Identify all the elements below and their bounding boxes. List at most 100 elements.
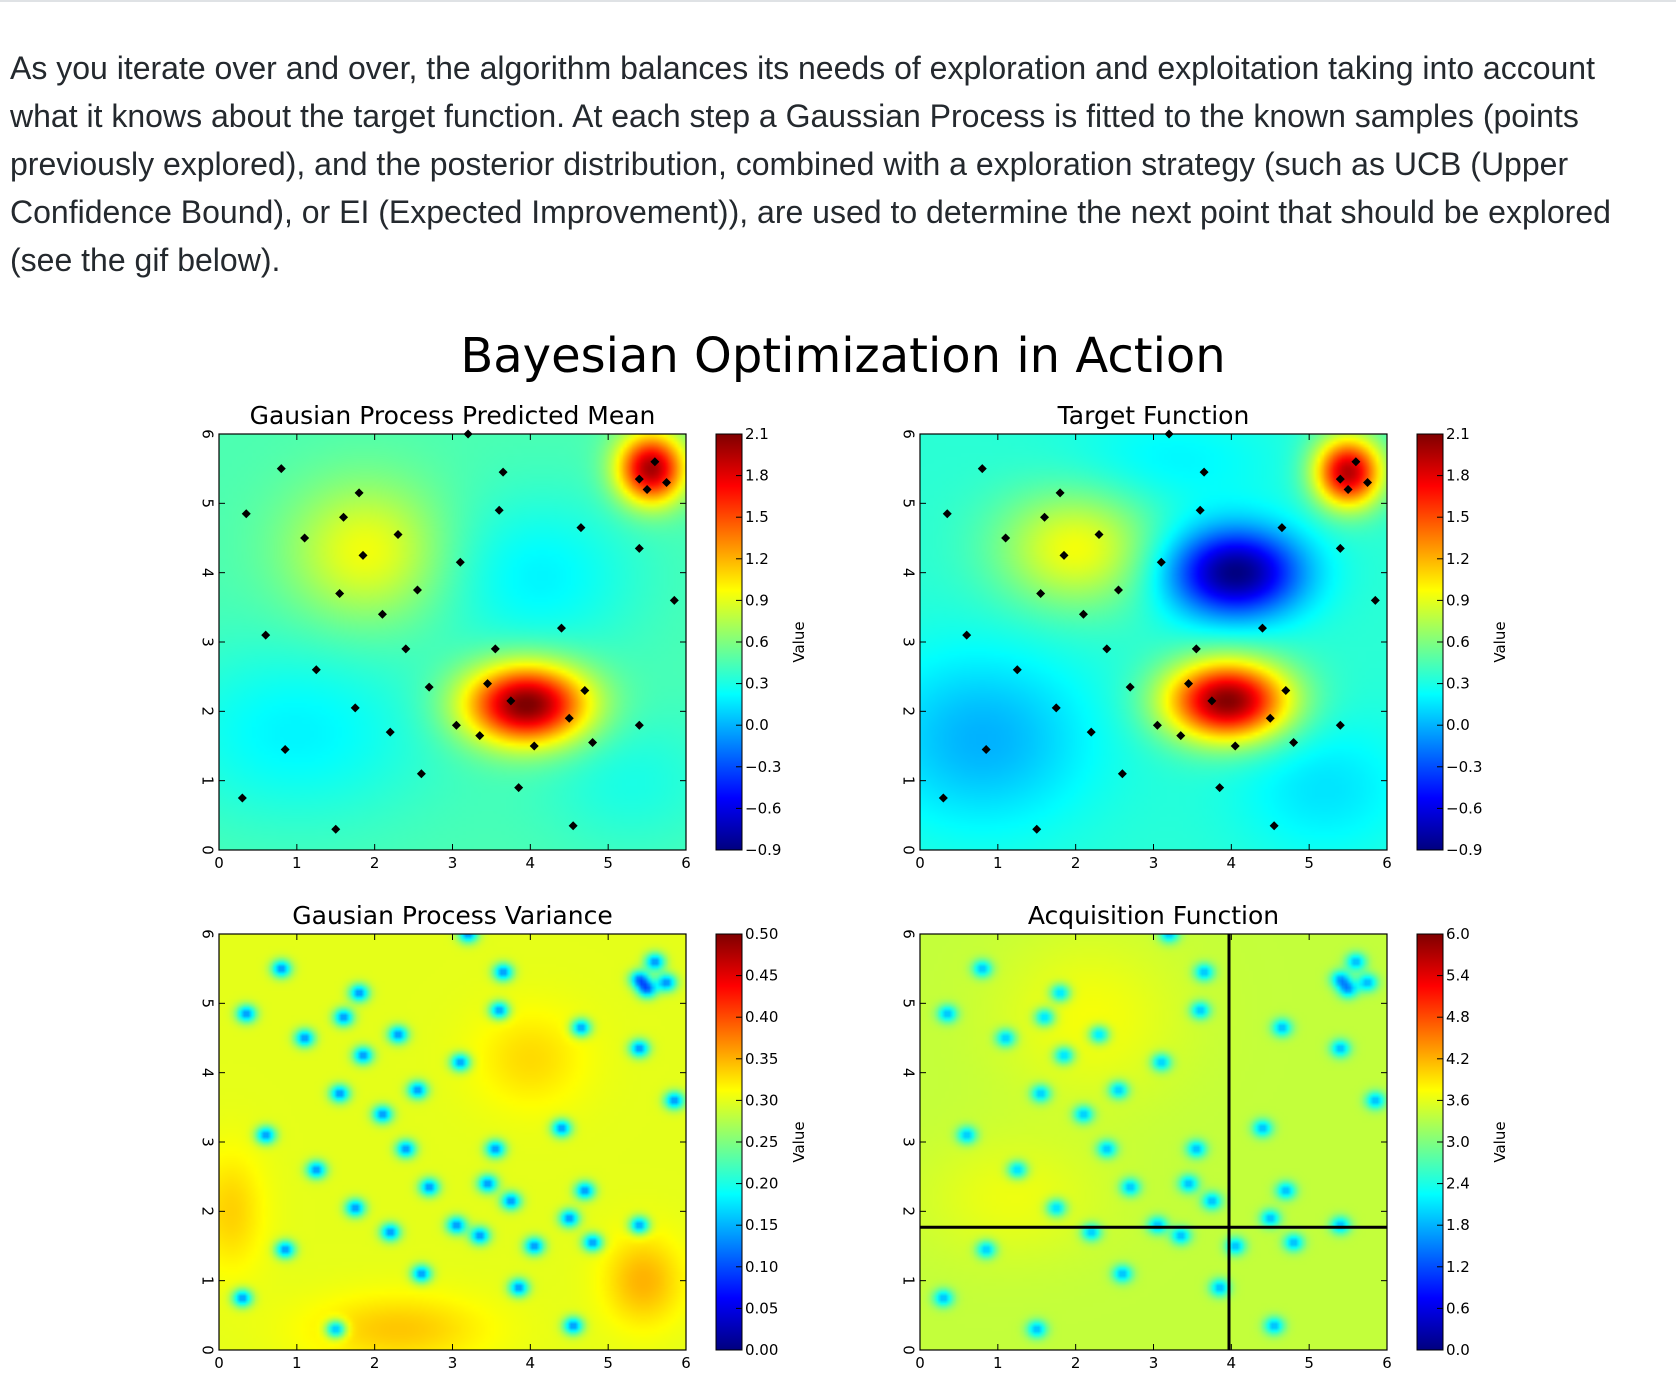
colorbar-tick-label: 1.8 (1446, 467, 1470, 485)
y-tick-label: 4 (199, 568, 217, 578)
sample-point (1094, 530, 1104, 540)
sample-point (241, 509, 251, 519)
sample-point (424, 682, 434, 692)
x-tick-label: 4 (1227, 854, 1237, 872)
sample-point (1335, 474, 1345, 484)
colorbar-tick-label: 0.30 (745, 1091, 778, 1109)
sample-point (416, 769, 426, 779)
sample-point (634, 474, 644, 484)
panel-title: Gausian Process Predicted Mean (250, 401, 656, 430)
x-tick-label: 2 (1071, 854, 1081, 872)
sample-point (1351, 457, 1361, 467)
y-tick-label: 1 (900, 1276, 918, 1286)
colorbar-label: Value (1491, 1121, 1509, 1162)
y-tick-label: 3 (900, 637, 918, 647)
sample-point (634, 543, 644, 553)
sample-point (280, 744, 290, 754)
x-tick-label: 4 (1227, 1354, 1237, 1372)
y-tick-label: 6 (900, 429, 918, 439)
x-tick-label: 6 (681, 1354, 691, 1372)
y-tick-label: 4 (900, 568, 918, 578)
y-tick-label: 6 (199, 429, 217, 439)
colorbar-tick-label: 2.4 (1446, 1175, 1470, 1193)
colorbar-tick-label: 0.50 (745, 925, 778, 943)
panel-title: Gausian Process Variance (292, 901, 612, 930)
y-tick-label: 5 (199, 499, 217, 509)
x-tick-label: 1 (292, 1354, 302, 1372)
sample-point (339, 512, 349, 522)
y-tick-label: 6 (199, 929, 217, 939)
colorbar-tick-label: −0.3 (1446, 758, 1482, 776)
colorbar-tick-label: 3.0 (1446, 1133, 1470, 1151)
colorbar-tick-label: 1.8 (1446, 1216, 1470, 1234)
colorbar-tick-label: 1.2 (1446, 550, 1470, 568)
sample-point (1199, 467, 1209, 477)
sample-point (634, 720, 644, 730)
sample-point (1269, 821, 1279, 831)
sample-point (401, 644, 411, 654)
x-tick-label: 1 (993, 854, 1003, 872)
colorbar-tick-label: 2.1 (1446, 425, 1470, 443)
sample-point (1281, 686, 1291, 696)
y-tick-label: 0 (900, 845, 918, 855)
figure-title: Bayesian Optimization in Action (460, 328, 1225, 384)
colorbar-tick-label: 0.40 (745, 1008, 778, 1026)
colorbar-tick-label: 4.8 (1446, 1008, 1470, 1026)
colorbar-tick-label: 0.6 (745, 633, 769, 651)
colorbar-tick-label: 0.3 (745, 675, 769, 693)
sample-point (276, 464, 286, 474)
colorbar-tick-label: 1.2 (1446, 1258, 1470, 1276)
sample-point (1001, 533, 1011, 543)
sample-point (1032, 824, 1042, 834)
x-tick-label: 2 (370, 854, 380, 872)
chart-panel-2: Target Function 0 1 2 3 4 5 6 0 1 2 3 4 5 6 2.1 1.8 1.5 1.… (900, 401, 1510, 872)
colorbar-tick-label: 1.5 (745, 508, 769, 526)
heatmap-surface (219, 434, 686, 850)
sample-point (1059, 550, 1069, 560)
colorbar-tick-label: −0.9 (745, 841, 781, 859)
sample-point (642, 484, 652, 494)
colorbar-tick-label: 0.9 (1446, 591, 1470, 609)
sample-point (451, 720, 461, 730)
sample-point (1051, 703, 1061, 713)
sample-point (1335, 543, 1345, 553)
colorbar-tick-label: 0.05 (745, 1299, 778, 1317)
sample-point (556, 623, 566, 633)
sample-point (494, 505, 504, 515)
sample-point (412, 585, 422, 595)
sample-point (455, 557, 465, 567)
chart-panel-4: Acquisition Function 0 1 2 3 4 5 6 0 1 2 3 4 5 6 6.0 5.4… (900, 901, 1510, 1372)
y-tick-label: 0 (900, 1345, 918, 1355)
sample-point (938, 793, 948, 803)
colorbar-tick-label: 0.10 (745, 1258, 778, 1276)
colorbar-tick-label: 0.25 (745, 1133, 778, 1151)
top-divider (0, 0, 1676, 2)
y-tick-label: 1 (199, 1276, 217, 1286)
panel-title: Acquisition Function (1028, 901, 1279, 930)
sample-point (1125, 682, 1135, 692)
sample-point (350, 703, 360, 713)
x-tick-label: 0 (214, 854, 224, 872)
sample-point (1230, 741, 1240, 751)
sample-point (1040, 512, 1050, 522)
sample-point (377, 609, 387, 619)
x-tick-label: 5 (1304, 1354, 1314, 1372)
x-tick-label: 3 (1149, 1354, 1159, 1372)
sample-point (662, 478, 672, 488)
y-tick-label: 0 (199, 845, 217, 855)
sample-point (483, 679, 493, 689)
y-tick-label: 2 (900, 1207, 918, 1217)
sample-point (1078, 609, 1088, 619)
sample-point (1191, 644, 1201, 654)
y-tick-label: 0 (199, 1345, 217, 1355)
colorbar-tick-label: 0.20 (745, 1175, 778, 1193)
sample-point (576, 523, 586, 533)
x-tick-label: 0 (915, 854, 925, 872)
x-tick-label: 4 (526, 1354, 536, 1372)
sample-point (1215, 783, 1225, 793)
colorbar-tick-label: 0.6 (1446, 1299, 1470, 1317)
x-tick-label: 3 (448, 854, 458, 872)
sample-point (1207, 696, 1217, 706)
sample-point (529, 741, 539, 751)
